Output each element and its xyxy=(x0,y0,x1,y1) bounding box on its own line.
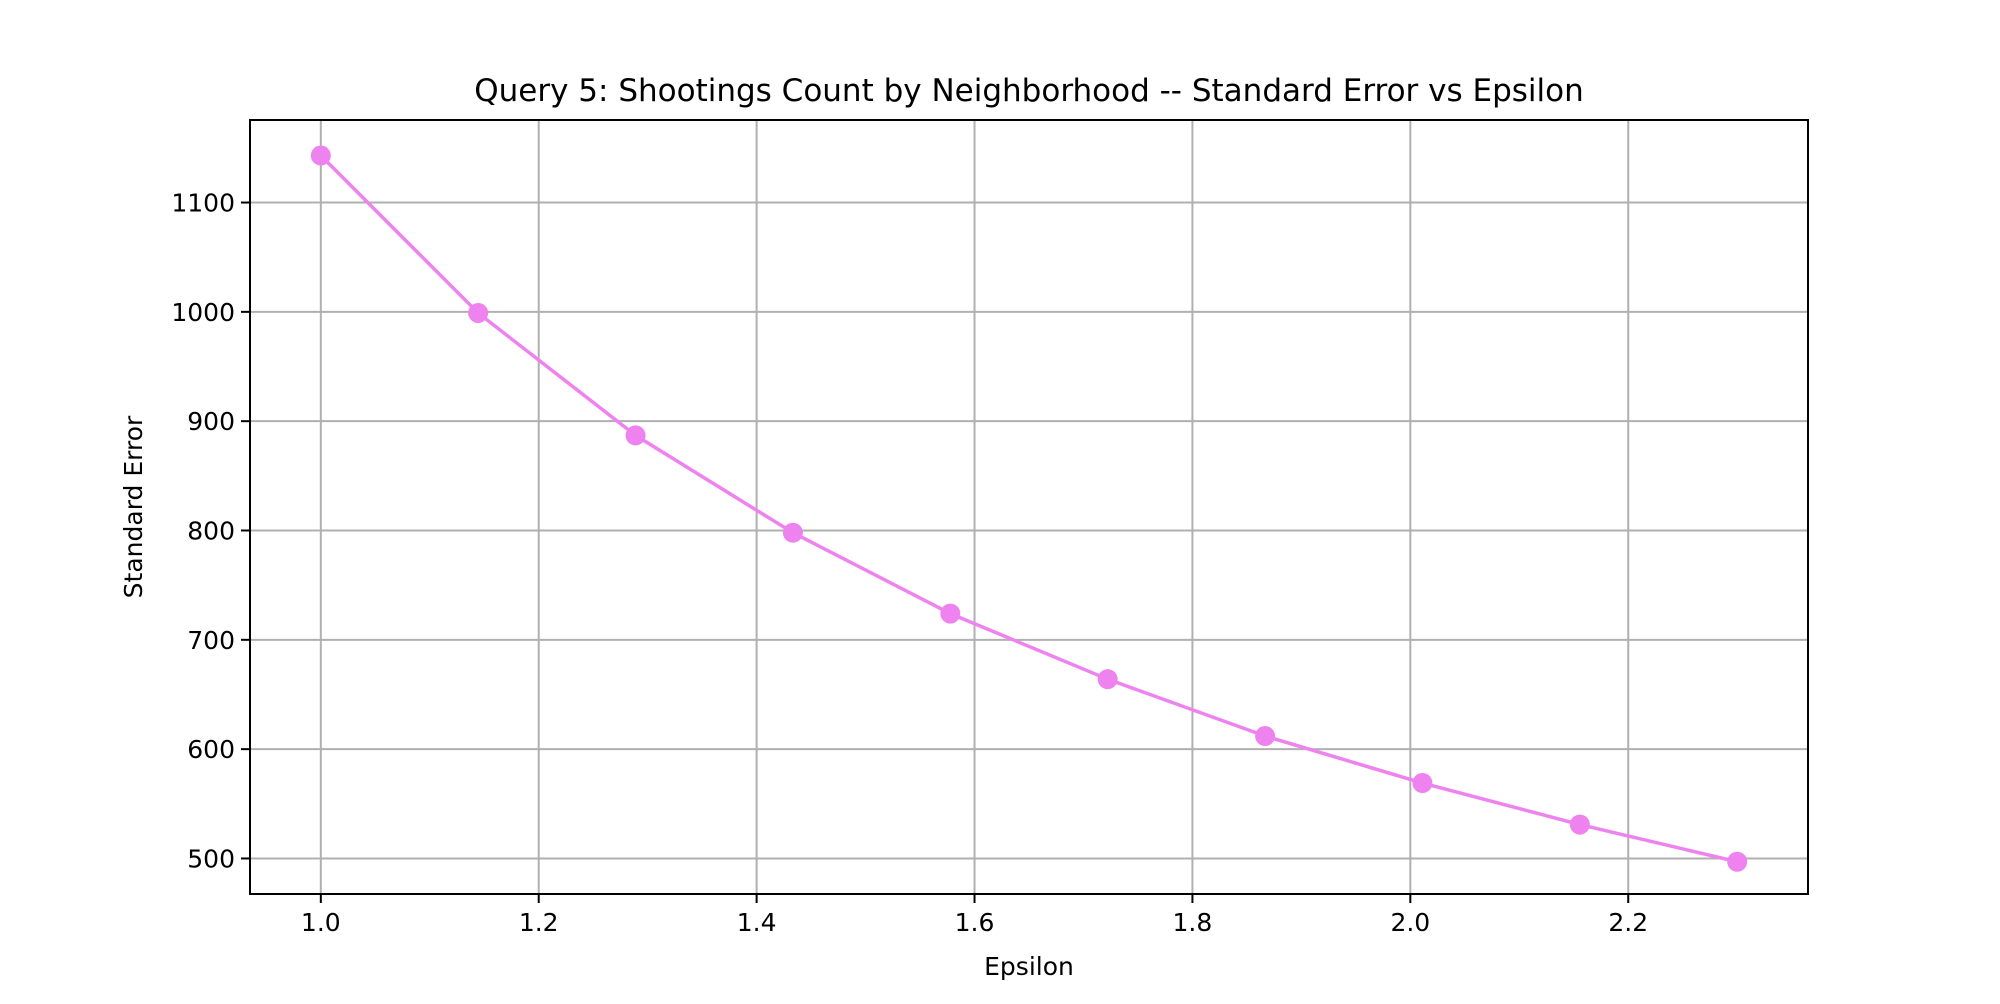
chart-title: Query 5: Shootings Count by Neighborhood… xyxy=(474,73,1584,109)
y-tick-label: 1100 xyxy=(171,189,235,218)
y-tick-label: 600 xyxy=(187,735,235,764)
y-tick-label: 1000 xyxy=(171,298,235,327)
plot-frame xyxy=(249,119,1809,895)
data-series xyxy=(310,145,1748,872)
x-axis-ticks: 1.0 1.2 1.4 1.6 1.8 2.0 2.2 xyxy=(301,894,1648,937)
x-tick-label: 1.4 xyxy=(737,908,777,937)
y-tick-label: 500 xyxy=(187,844,235,873)
x-axis-label: Epsilon xyxy=(984,952,1074,981)
x-tick-label: 1.2 xyxy=(519,908,559,937)
data-point xyxy=(1255,726,1276,747)
y-axis-label: Standard Error xyxy=(119,415,148,598)
y-tick-label: 900 xyxy=(187,407,235,436)
x-tick-label: 2.0 xyxy=(1390,908,1430,937)
data-point xyxy=(940,603,961,624)
data-point xyxy=(1569,814,1590,835)
data-point xyxy=(1727,851,1748,872)
x-tick-label: 1.6 xyxy=(955,908,995,937)
y-tick-label: 700 xyxy=(187,626,235,655)
data-point xyxy=(310,145,331,166)
data-point xyxy=(782,522,803,543)
y-tick-label: 800 xyxy=(187,517,235,546)
data-point xyxy=(625,425,646,446)
y-axis-ticks: 500 600 700 800 900 1000 1100 xyxy=(171,189,250,873)
data-point xyxy=(1097,669,1118,690)
x-tick-label: 2.2 xyxy=(1608,908,1648,937)
series-line xyxy=(319,154,1738,864)
data-point xyxy=(468,302,489,323)
x-tick-label: 1.0 xyxy=(301,908,341,937)
grid-lines xyxy=(250,120,1808,894)
x-tick-label: 1.8 xyxy=(1173,908,1213,937)
data-point xyxy=(1412,773,1433,794)
